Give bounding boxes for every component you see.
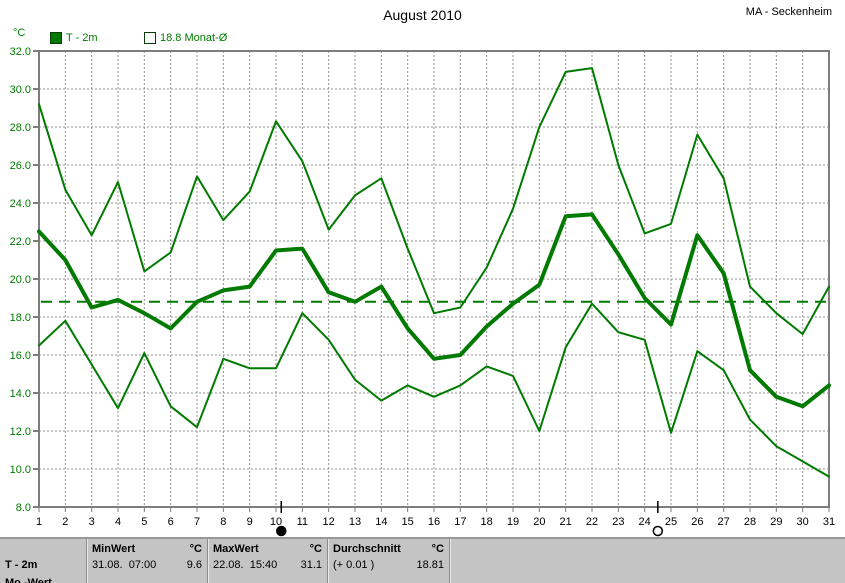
x-tick-label: 17 bbox=[454, 516, 466, 528]
x-tick-label: 12 bbox=[323, 516, 335, 528]
temperature-line-chart: 32.030.028.026.024.022.020.018.016.014.0… bbox=[10, 46, 835, 537]
y-tick-label: 12.0 bbox=[10, 426, 31, 438]
legend-label: T - 2m bbox=[66, 31, 98, 44]
table-divider bbox=[449, 539, 451, 583]
x-tick-label: 4 bbox=[115, 516, 121, 528]
new-moon-icon bbox=[276, 525, 287, 537]
minwert-value: 31.08. 07:00 9.6 bbox=[92, 559, 202, 571]
table-divider bbox=[86, 539, 88, 583]
x-tick-label: 18 bbox=[481, 516, 493, 528]
x-tick-label: 23 bbox=[612, 516, 624, 528]
daily-min-line bbox=[38, 302, 830, 478]
x-tick-label: 7 bbox=[194, 516, 200, 528]
y-tick-label: 16.0 bbox=[10, 350, 31, 362]
y-tick-label: 22.0 bbox=[10, 236, 31, 248]
x-tick-label: 19 bbox=[507, 516, 519, 528]
legend-item-t2m: T - 2m bbox=[50, 31, 98, 44]
y-tick-label: 14.0 bbox=[10, 388, 31, 400]
minwert-header: MinWert °C bbox=[92, 543, 202, 555]
y-axis-unit-label: °C bbox=[13, 27, 26, 39]
x-tick-label: 27 bbox=[718, 516, 730, 528]
x-tick-label: 1 bbox=[36, 516, 42, 528]
x-tick-label: 14 bbox=[375, 516, 387, 528]
plot-frame bbox=[38, 50, 830, 508]
x-tick-label: 24 bbox=[639, 516, 651, 528]
x-tick-label: 26 bbox=[691, 516, 703, 528]
x-tick-label: 28 bbox=[744, 516, 756, 528]
maxwert-header: MaxWert °C bbox=[213, 543, 322, 555]
legend-item-monthly-average: 18.8 Monat-Ø bbox=[144, 31, 227, 44]
durchschnitt-header: Durchschnitt °C bbox=[333, 543, 444, 555]
maxwert-value: 22.08. 15:40 31.1 bbox=[213, 559, 322, 571]
y-tick-label: 30.0 bbox=[10, 84, 31, 96]
page-title: August 2010 bbox=[383, 7, 462, 23]
table-divider bbox=[207, 539, 209, 583]
legend-label: 18.8 Monat-Ø bbox=[160, 31, 228, 44]
durchschnitt-value: (+ 0.01 ) 18.81 bbox=[333, 559, 444, 571]
x-tick-label: 25 bbox=[665, 516, 677, 528]
x-tick-label: 21 bbox=[560, 516, 572, 528]
x-tick-label: 5 bbox=[141, 516, 147, 528]
x-tick-label: 20 bbox=[533, 516, 545, 528]
y-tick-label: 20.0 bbox=[10, 274, 31, 286]
open-square-icon bbox=[144, 31, 156, 44]
x-tick-label: 29 bbox=[770, 516, 782, 528]
y-tick-label: 32.0 bbox=[10, 46, 31, 58]
x-tick-label: 9 bbox=[247, 516, 253, 528]
y-tick-label: 10.0 bbox=[10, 464, 31, 476]
x-tick-label: 2 bbox=[62, 516, 68, 528]
x-tick-label: 10 bbox=[270, 516, 282, 528]
x-tick-label: 22 bbox=[586, 516, 598, 528]
x-tick-label: 15 bbox=[402, 516, 414, 528]
next-row-label-clipped: Mo.-Wert bbox=[5, 577, 52, 583]
x-tick-label: 30 bbox=[797, 516, 809, 528]
x-tick-label: 31 bbox=[823, 516, 835, 528]
y-tick-label: 8.0 bbox=[16, 502, 31, 514]
daily-mean-line bbox=[37, 212, 831, 409]
statistics-table: MinWert °C MaxWert °C Durchschnitt °C T - 2… bbox=[0, 537, 845, 583]
x-tick-label: 3 bbox=[89, 516, 95, 528]
x-tick-label: 8 bbox=[220, 516, 226, 528]
table-divider bbox=[327, 539, 329, 583]
full-moon-icon bbox=[652, 525, 664, 537]
y-tick-label: 24.0 bbox=[10, 198, 31, 210]
x-tick-label: 11 bbox=[297, 516, 308, 528]
series-row-label: T - 2m bbox=[5, 559, 38, 571]
station-name: MA - Seckenheim bbox=[745, 6, 832, 18]
y-tick-label: 28.0 bbox=[10, 122, 31, 134]
x-tick-label: 13 bbox=[349, 516, 361, 528]
daily-max-line bbox=[38, 67, 830, 336]
x-tick-label: 16 bbox=[428, 516, 440, 528]
filled-square-icon bbox=[50, 31, 62, 44]
y-tick-label: 18.0 bbox=[10, 312, 31, 324]
y-tick-label: 26.0 bbox=[10, 160, 31, 172]
x-tick-label: 6 bbox=[168, 516, 174, 528]
